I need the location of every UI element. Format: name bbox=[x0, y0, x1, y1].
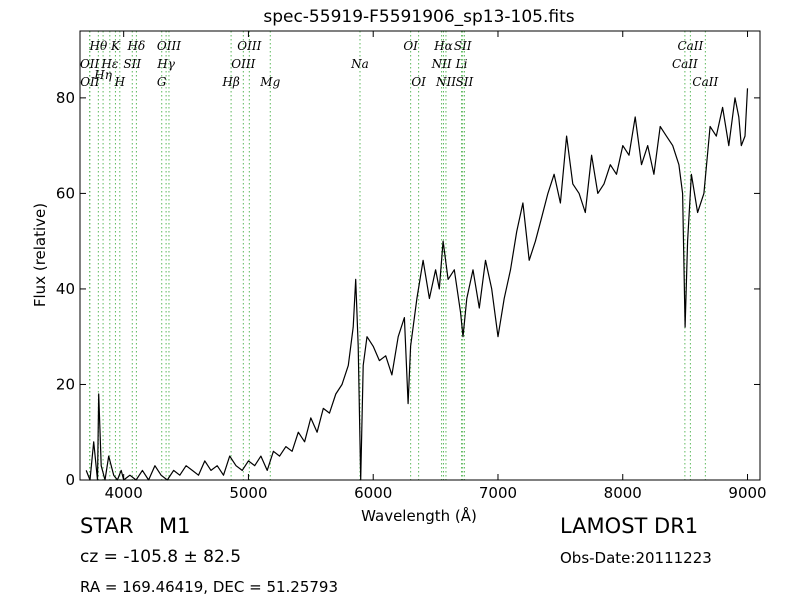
survey-label: LAMOST DR1 bbox=[560, 514, 699, 538]
spectral-line-markers bbox=[89, 31, 706, 480]
spectral-line-label: NII bbox=[431, 57, 452, 71]
spectral-line-label: OIII bbox=[231, 57, 255, 71]
spectral-line-label: Hα bbox=[433, 39, 453, 53]
y-axis-label: Flux (relative) bbox=[31, 203, 49, 307]
spectral-line-label: Hδ bbox=[127, 39, 146, 53]
spectral-line-label: OI bbox=[411, 75, 426, 89]
spectral-line-label: Hε bbox=[100, 57, 118, 71]
spectral-line-label: SII bbox=[454, 39, 472, 53]
spectral-line-label: Na bbox=[350, 57, 369, 71]
spectrum-line bbox=[85, 88, 749, 481]
y-tick-label: 80 bbox=[56, 89, 75, 107]
chart-title: spec-55919-F5591906_sp13-105.fits bbox=[263, 7, 574, 27]
x-tick-label: 4000 bbox=[105, 484, 143, 502]
object-subclass-label: M1 bbox=[159, 514, 191, 538]
x-tick-label: 6000 bbox=[354, 484, 392, 502]
x-tick-label: 8000 bbox=[604, 484, 642, 502]
spectral-line-label: NII bbox=[435, 75, 456, 89]
observation-date-text: Obs-Date:20111223 bbox=[560, 549, 712, 567]
spectral-line-label: OI bbox=[403, 39, 418, 53]
spectral-line-label: OIII bbox=[157, 39, 181, 53]
spectral-line-label: G bbox=[157, 75, 167, 89]
spectral-line-label: Hβ bbox=[221, 75, 239, 89]
spectral-line-label: SII bbox=[123, 57, 141, 71]
y-tick-label: 0 bbox=[65, 471, 75, 489]
spectral-line-label: K bbox=[110, 39, 121, 53]
spectral-line-label: Hθ bbox=[88, 39, 107, 53]
coordinates-text: RA = 169.46419, DEC = 51.25793 bbox=[80, 578, 339, 596]
spectral-line-label: CaII bbox=[677, 39, 703, 53]
spectral-line-label: OII bbox=[80, 57, 100, 71]
spectral-line-label: Li bbox=[455, 57, 468, 71]
spectral-line-label: SII bbox=[456, 75, 474, 89]
spectral-line-label: CaII bbox=[692, 75, 718, 89]
y-tick-label: 40 bbox=[56, 280, 75, 298]
spectral-line-label: OII bbox=[80, 75, 100, 89]
x-tick-label: 5000 bbox=[229, 484, 267, 502]
x-tick-label: 7000 bbox=[479, 484, 517, 502]
redshift-text: cz = -105.8 ± 82.5 bbox=[80, 547, 242, 567]
spectral-line-label: H bbox=[114, 75, 126, 89]
spectral-line-label: CaII bbox=[672, 57, 698, 71]
spectral-line-label: Mg bbox=[259, 75, 280, 89]
y-axis-ticks: 0 20 40 60 80 bbox=[56, 89, 760, 489]
spectral-line-label: Hη bbox=[93, 68, 112, 82]
x-axis-ticks: 4000 5000 6000 7000 8000 9000 bbox=[105, 31, 767, 502]
spectral-line-label: OIII bbox=[237, 39, 261, 53]
x-tick-label: 9000 bbox=[728, 484, 766, 502]
plot-frame bbox=[79, 30, 761, 481]
x-axis-label: Wavelength (Å) bbox=[361, 506, 477, 525]
spectral-line-label: Hγ bbox=[156, 57, 175, 71]
y-tick-label: 20 bbox=[56, 375, 75, 393]
y-tick-label: 60 bbox=[56, 184, 75, 202]
spectrum-series bbox=[85, 88, 749, 481]
object-class-label: STAR bbox=[80, 514, 134, 538]
